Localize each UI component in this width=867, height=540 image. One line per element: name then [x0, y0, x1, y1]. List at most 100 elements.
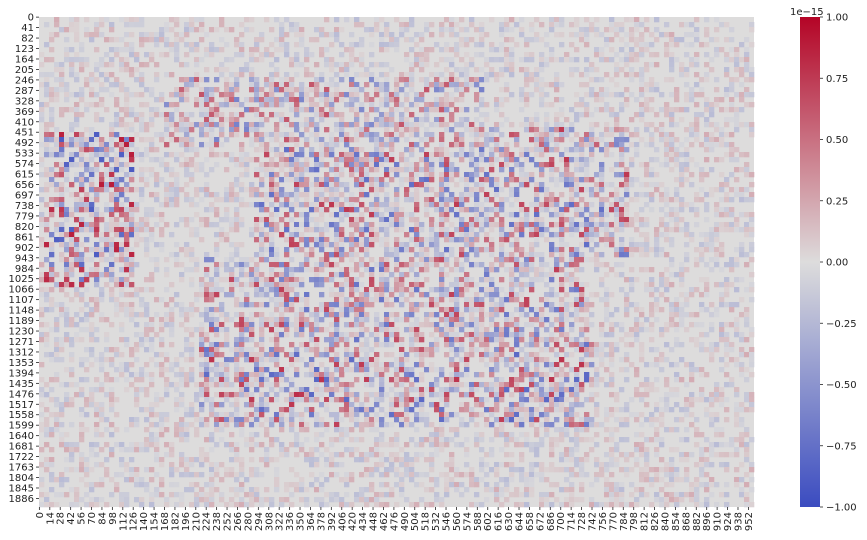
heatmap-cell: [334, 317, 340, 323]
heatmap-cell: [564, 242, 570, 248]
heatmap-cell: [604, 42, 610, 48]
heatmap-cell: [194, 167, 200, 173]
heatmap-cell: [534, 337, 540, 343]
heatmap-cell: [204, 267, 210, 273]
heatmap-cell: [99, 117, 105, 123]
heatmap-cell: [44, 77, 50, 83]
heatmap-cell: [94, 227, 100, 233]
heatmap-cell: [329, 137, 335, 143]
heatmap-cell: [39, 337, 45, 343]
heatmap-cell: [269, 232, 275, 238]
heatmap-cell: [314, 202, 320, 208]
heatmap-cell: [414, 127, 420, 133]
heatmap-cell: [694, 212, 700, 218]
heatmap-cell: [594, 47, 600, 53]
heatmap-cell: [269, 157, 275, 163]
heatmap-cell: [414, 52, 420, 58]
heatmap-cell: [134, 67, 140, 73]
heatmap-cell: [279, 27, 285, 33]
heatmap-cell: [649, 197, 655, 203]
heatmap-cell: [644, 242, 650, 248]
heatmap-cell: [219, 67, 225, 73]
heatmap-cell: [399, 217, 405, 223]
heatmap-cell: [334, 237, 340, 243]
heatmap-cell: [444, 317, 450, 323]
heatmap-cell: [684, 152, 690, 158]
heatmap-cell: [309, 132, 315, 138]
heatmap-cell: [609, 132, 615, 138]
heatmap-cell: [609, 332, 615, 338]
heatmap-cell: [359, 107, 365, 113]
heatmap-cell: [644, 127, 650, 133]
heatmap-cell: [339, 337, 345, 343]
heatmap-cell: [524, 272, 530, 278]
heatmap-cell: [479, 327, 485, 333]
heatmap-cell: [129, 292, 135, 298]
heatmap-cell: [724, 52, 730, 58]
heatmap-cell: [144, 322, 150, 328]
heatmap-cell: [384, 27, 390, 33]
heatmap-cell: [94, 187, 100, 193]
heatmap-cell: [569, 57, 575, 63]
heatmap-cell: [69, 267, 75, 273]
heatmap-cell: [74, 287, 80, 293]
heatmap-cell: [569, 197, 575, 203]
heatmap-cell: [504, 332, 510, 338]
heatmap-cell: [229, 272, 235, 278]
heatmap-cell: [689, 322, 695, 328]
heatmap-cell: [304, 292, 310, 298]
heatmap-cell: [529, 232, 535, 238]
heatmap-cell: [714, 237, 720, 243]
heatmap-cell: [554, 177, 560, 183]
heatmap-cell: [134, 312, 140, 318]
heatmap-cell: [284, 302, 290, 308]
heatmap-cell: [299, 267, 305, 273]
heatmap-cell: [249, 17, 255, 23]
heatmap-cell: [449, 292, 455, 298]
heatmap-cell: [359, 232, 365, 238]
heatmap-cell: [524, 212, 530, 218]
heatmap-cell: [224, 262, 230, 268]
heatmap-cell: [739, 67, 745, 73]
heatmap-cell: [749, 327, 755, 333]
heatmap-cell: [424, 302, 430, 308]
heatmap-cell: [404, 242, 410, 248]
heatmap-cell: [244, 152, 250, 158]
heatmap-cell: [479, 157, 485, 163]
heatmap-cell: [489, 47, 495, 53]
heatmap-cell: [444, 92, 450, 98]
heatmap-cell: [304, 267, 310, 273]
heatmap-cell: [369, 242, 375, 248]
heatmap-cell: [149, 272, 155, 278]
heatmap-cell: [424, 212, 430, 218]
heatmap-cell: [449, 222, 455, 228]
heatmap-cell: [359, 227, 365, 233]
heatmap-cell: [339, 167, 345, 173]
heatmap-cell: [439, 287, 445, 293]
heatmap-cell: [409, 167, 415, 173]
heatmap-cell: [409, 177, 415, 183]
heatmap-cell: [604, 207, 610, 213]
heatmap-cell: [299, 332, 305, 338]
heatmap-cell: [139, 72, 145, 78]
heatmap-cell: [604, 222, 610, 228]
heatmap-cell: [279, 262, 285, 268]
heatmap-cell: [719, 137, 725, 143]
heatmap-cell: [464, 272, 470, 278]
heatmap-cell: [509, 227, 515, 233]
heatmap-cell: [234, 132, 240, 138]
heatmap-cell: [534, 87, 540, 93]
heatmap-cell: [609, 57, 615, 63]
heatmap-cell: [54, 92, 60, 98]
heatmap-cell: [489, 72, 495, 78]
heatmap-cell: [424, 207, 430, 213]
heatmap-cell: [469, 242, 475, 248]
heatmap-cell: [384, 47, 390, 53]
heatmap-cell: [549, 242, 555, 248]
heatmap-cell: [734, 302, 740, 308]
heatmap-cell: [164, 182, 170, 188]
heatmap-cell: [244, 17, 250, 23]
heatmap-cell: [444, 312, 450, 318]
heatmap-cell: [434, 117, 440, 123]
heatmap-cell: [159, 92, 165, 98]
